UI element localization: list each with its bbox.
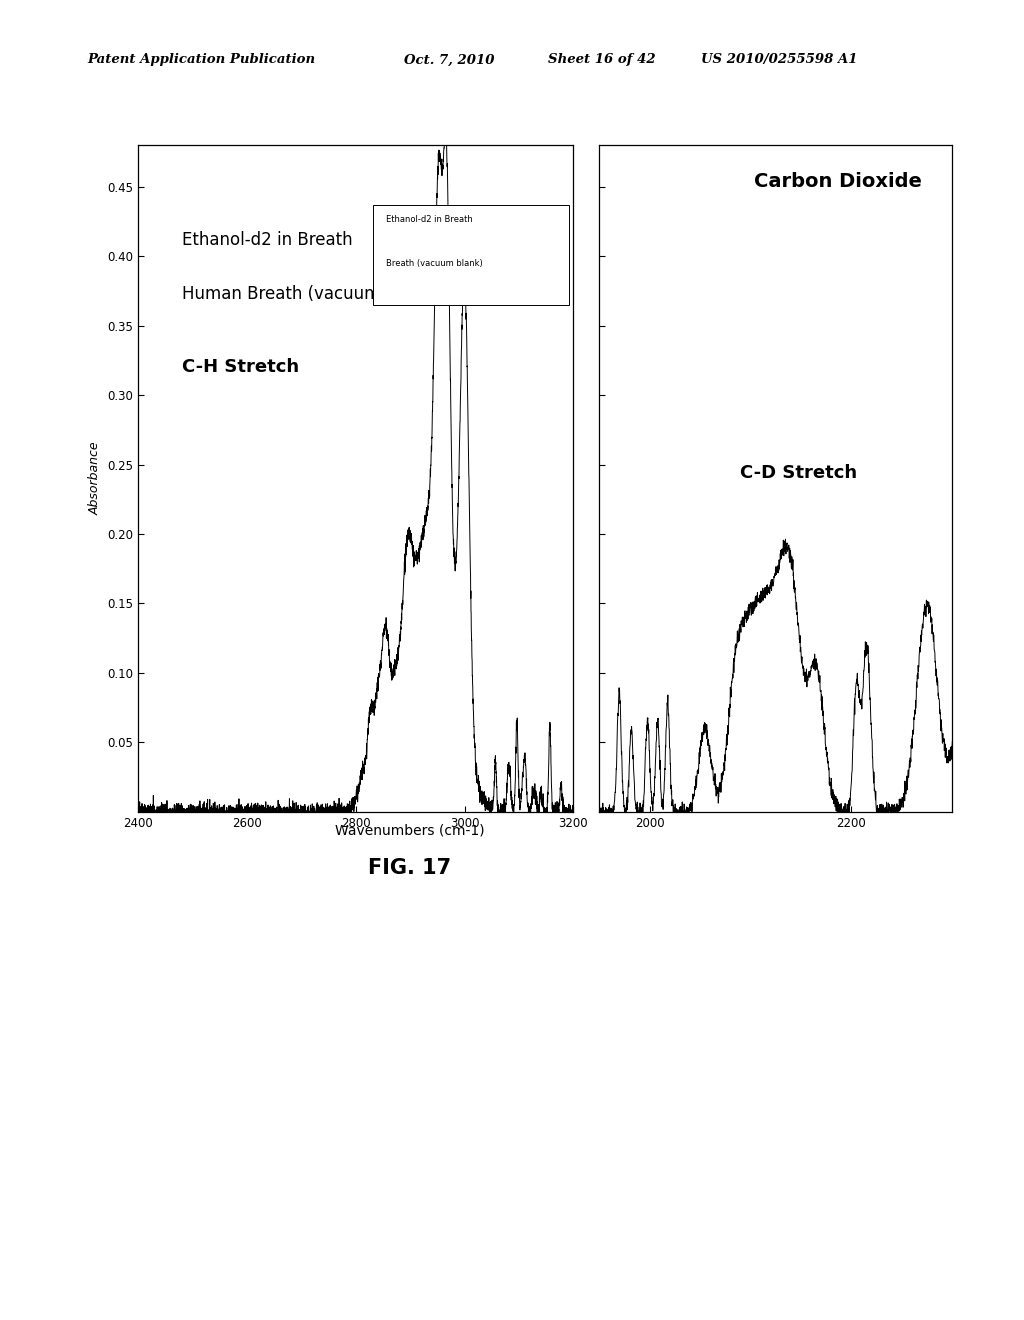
Text: Patent Application Publication: Patent Application Publication: [87, 53, 315, 66]
Text: Breath (vacuum blank): Breath (vacuum blank): [386, 259, 483, 268]
Text: C-D Stretch: C-D Stretch: [740, 465, 857, 483]
Text: Ethanol-d2 in Breath: Ethanol-d2 in Breath: [182, 231, 352, 249]
FancyBboxPatch shape: [374, 205, 569, 305]
Text: Sheet 16 of 42: Sheet 16 of 42: [548, 53, 655, 66]
Text: C-H Stretch: C-H Stretch: [182, 358, 299, 376]
Text: Wavenumbers (cm-1): Wavenumbers (cm-1): [335, 824, 484, 837]
Text: FIG. 17: FIG. 17: [368, 858, 452, 878]
Text: Ethanol-d2 in Breath: Ethanol-d2 in Breath: [386, 215, 473, 224]
Text: Human Breath (vacuum blank): Human Breath (vacuum blank): [182, 285, 437, 302]
Text: Oct. 7, 2010: Oct. 7, 2010: [404, 53, 495, 66]
Text: Carbon Dioxide: Carbon Dioxide: [755, 172, 923, 191]
Y-axis label: Absorbance: Absorbance: [89, 442, 101, 515]
Text: US 2010/0255598 A1: US 2010/0255598 A1: [701, 53, 858, 66]
